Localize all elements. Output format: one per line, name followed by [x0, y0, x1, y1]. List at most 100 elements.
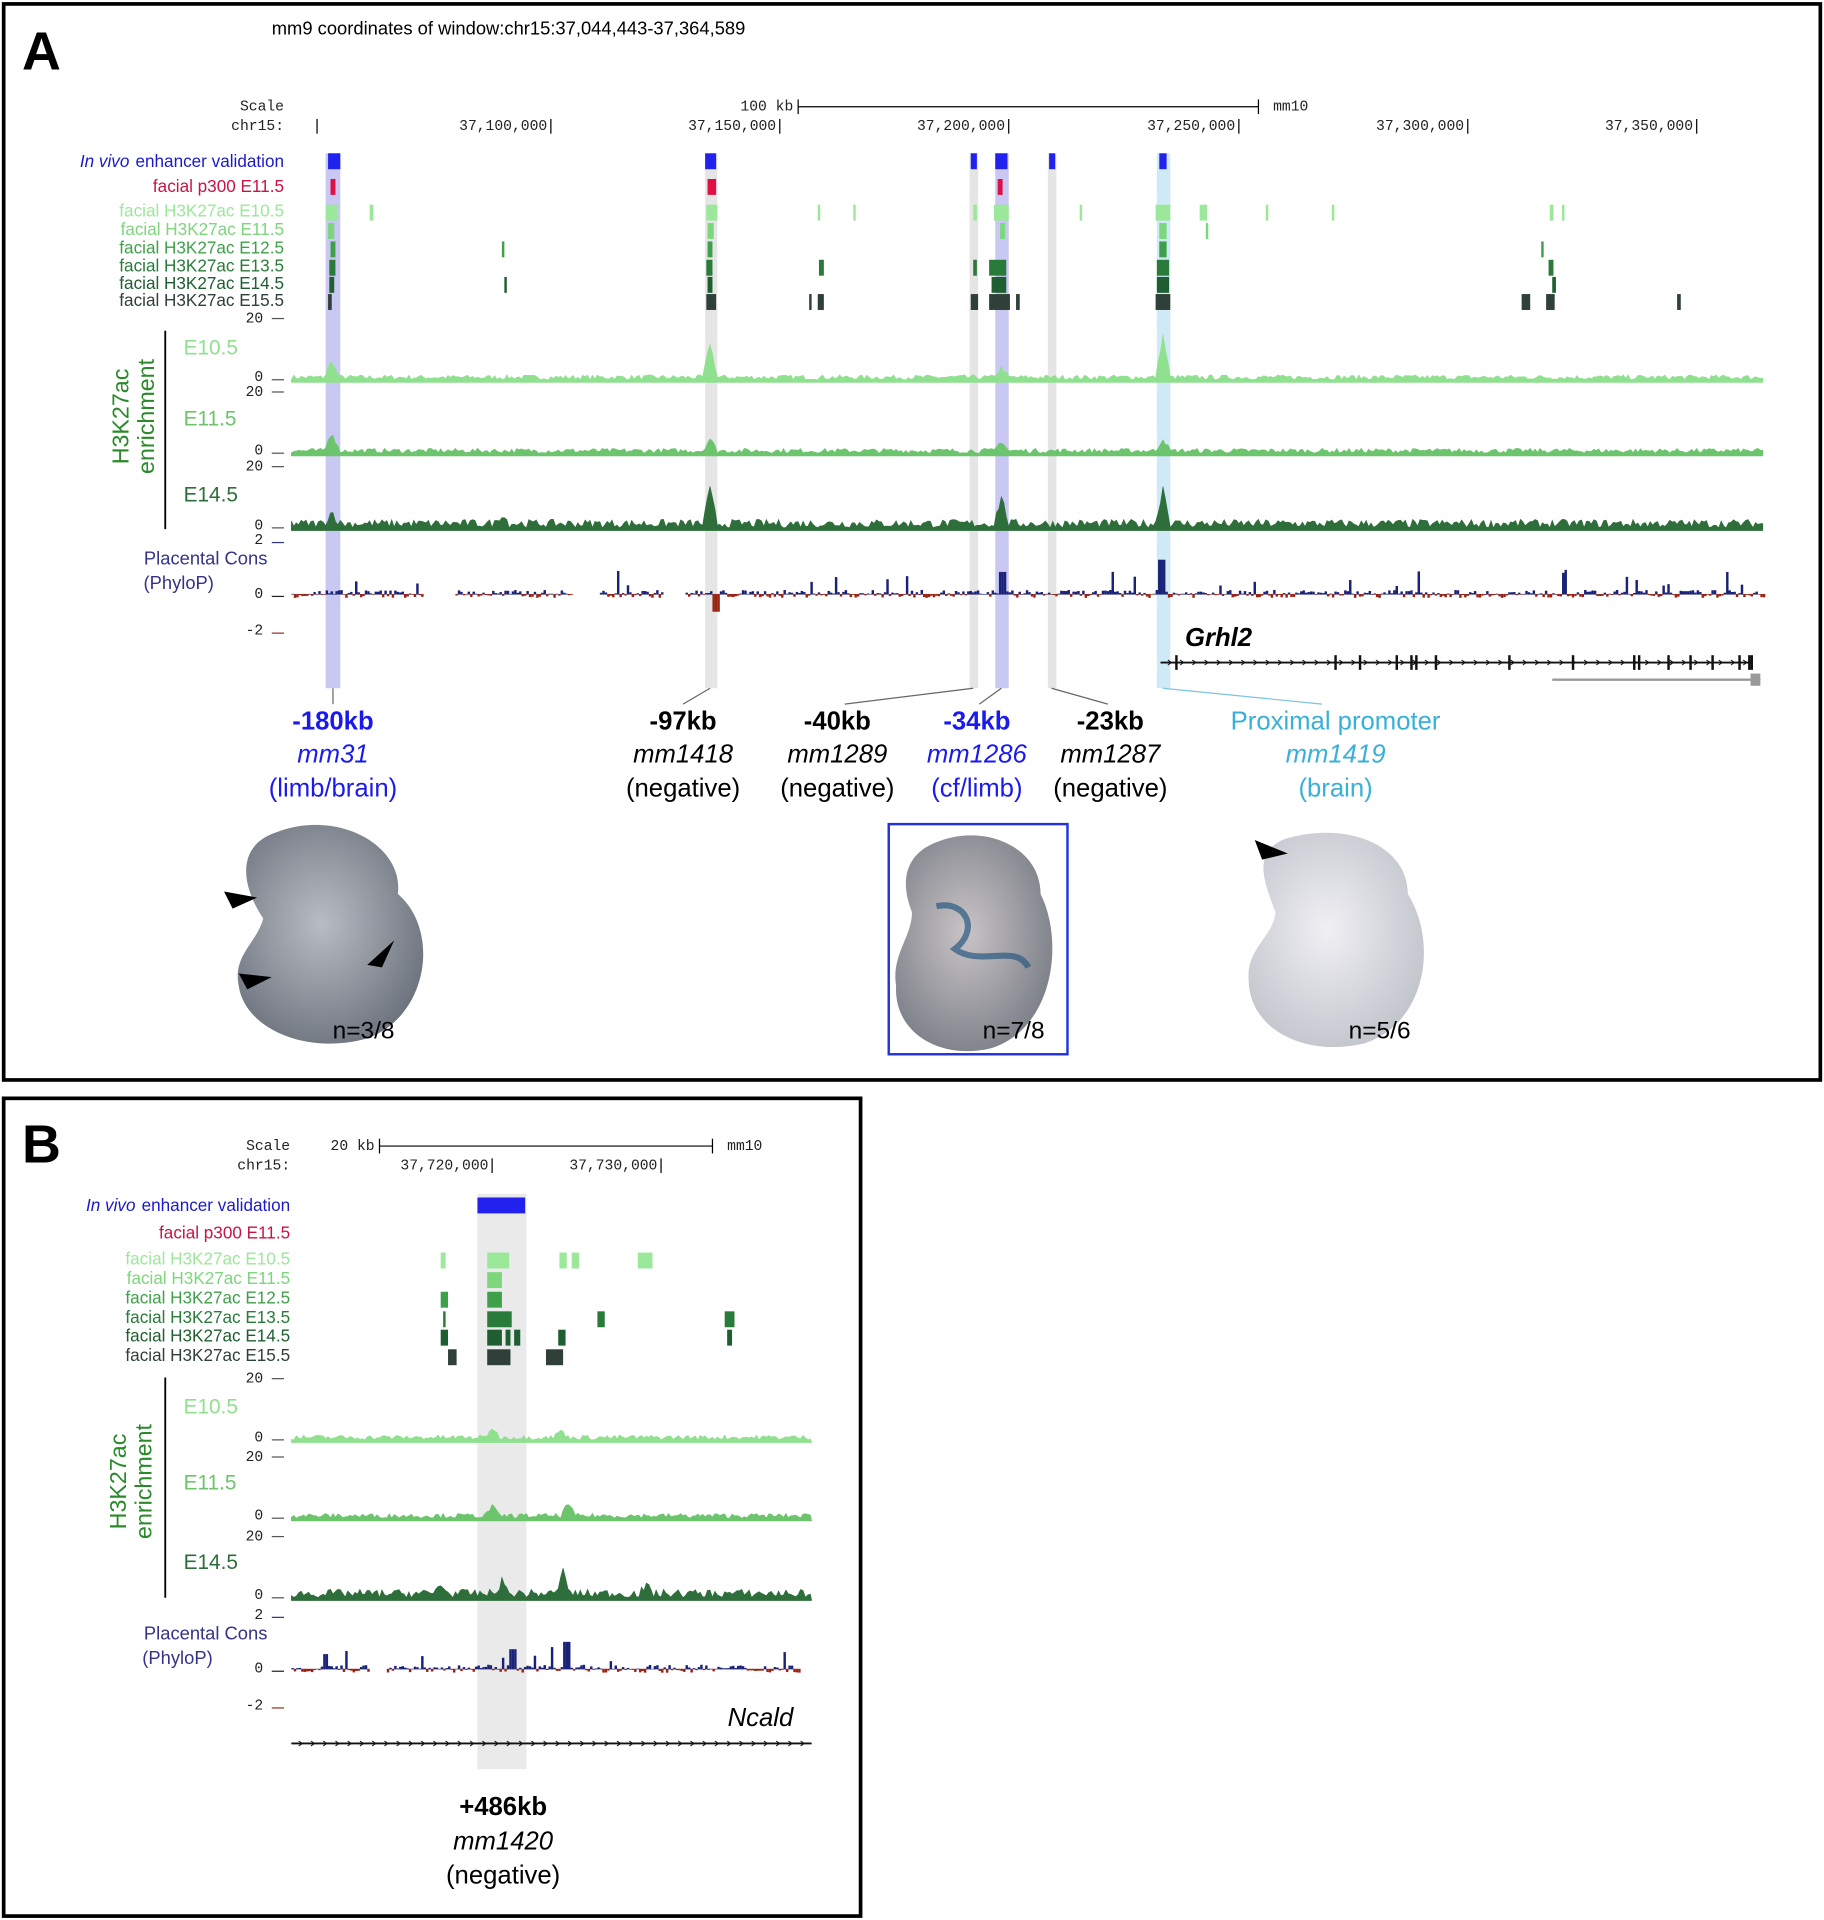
cons-bar	[1393, 590, 1396, 595]
cons-bar	[766, 593, 769, 597]
strand-arrow	[1387, 659, 1393, 666]
cons-bar	[736, 1665, 740, 1670]
cons-bar	[519, 1667, 522, 1670]
stage-label: E14.5	[184, 484, 238, 507]
cons-bar	[668, 1665, 671, 1670]
strand-arrow	[702, 1740, 708, 1747]
element-result: (negative)	[626, 775, 740, 803]
embryo	[237, 824, 424, 1044]
cons-bar	[744, 590, 747, 595]
cons-bar	[807, 593, 811, 596]
cons-bar	[614, 1665, 617, 1670]
cons-bar	[1287, 592, 1291, 595]
h3k27ac-peak	[1079, 204, 1083, 221]
cons-bar	[1508, 592, 1511, 595]
h3k27ac-peak	[724, 1311, 735, 1328]
cons-bar	[1417, 571, 1421, 595]
h3k27ac-peak	[989, 294, 1010, 310]
cons-bar	[528, 1666, 532, 1670]
cons-bar	[616, 570, 620, 595]
cons-bar	[323, 1654, 326, 1670]
cons-bar	[1503, 593, 1506, 598]
cons-bar	[1319, 592, 1323, 595]
strand-arrow	[555, 1740, 561, 1747]
cons-bar	[1706, 593, 1709, 595]
cons-bar	[778, 1668, 782, 1671]
cons-bar	[1576, 592, 1580, 595]
cons-bar	[1202, 592, 1205, 595]
strand-arrow	[1645, 659, 1650, 666]
cons-bar	[971, 592, 975, 595]
cons-bar	[1160, 559, 1163, 595]
element-result: (negative)	[1053, 775, 1167, 803]
cons-bar	[416, 1667, 419, 1670]
h3k27ac-peak	[706, 204, 718, 221]
cons-bar	[536, 593, 539, 598]
h3k27ac-peak	[970, 294, 979, 310]
cons-bar	[521, 1668, 524, 1673]
cons-bar	[1598, 593, 1602, 597]
cons-bar	[1062, 590, 1066, 595]
cons-bar	[751, 1668, 755, 1671]
cons-bar	[910, 590, 914, 595]
cons-bar	[389, 1667, 392, 1670]
strand-arrow	[1498, 659, 1503, 666]
cons-bar	[685, 1665, 688, 1670]
cons-bar	[695, 1668, 698, 1671]
h3k27ac-peak	[1265, 204, 1269, 221]
cons-bar	[560, 1667, 564, 1670]
cons-bar	[1133, 576, 1137, 595]
cons-bar	[624, 1668, 627, 1670]
cons-bar	[1606, 593, 1609, 597]
strand-arrow	[1204, 659, 1210, 666]
cons-bar	[1341, 593, 1345, 596]
cons-bar	[460, 1668, 463, 1672]
cons-bar	[1515, 593, 1518, 596]
cons-bar	[1023, 593, 1026, 595]
cons-bar	[1375, 593, 1379, 598]
cons-bar	[1358, 593, 1362, 597]
h3k27ac-peak	[989, 259, 1007, 276]
cons-bar	[391, 1668, 395, 1671]
cons-bar	[1402, 593, 1406, 598]
cons-bar	[1224, 593, 1227, 595]
h3k27ac-peak	[1159, 223, 1167, 239]
cons-bar	[1312, 591, 1315, 595]
cons-bar	[391, 593, 395, 598]
cons-bar	[648, 593, 652, 597]
cons-bar	[1525, 590, 1528, 595]
cons-bar	[1481, 593, 1484, 596]
cons-bar	[1243, 591, 1247, 595]
h3k27ac-peak	[991, 276, 1007, 293]
signal-area	[291, 1503, 812, 1521]
cons-bar	[903, 593, 906, 595]
cons-bar	[570, 593, 573, 595]
chrom-label: chr15:	[231, 119, 284, 135]
cons-bar	[739, 593, 742, 595]
cons-bar	[751, 591, 755, 595]
cons-bar	[1549, 593, 1553, 598]
cons-bar	[1020, 593, 1024, 595]
cons-bar	[1322, 593, 1325, 595]
h3k27ac-peak	[994, 204, 1009, 221]
scale-bar-label: 20 kb	[331, 1139, 375, 1155]
cons-bar	[1226, 591, 1230, 595]
cons-bar	[568, 1641, 571, 1670]
cons-bar	[661, 592, 664, 595]
cons-bar	[401, 1666, 404, 1670]
cons-bar	[744, 1667, 747, 1670]
cons-bar	[455, 1668, 458, 1670]
strand-arrow	[751, 1740, 757, 1747]
track-label: facial H3K27ac E12.5	[119, 237, 284, 257]
cons-bar	[1273, 589, 1276, 595]
cons-bar	[707, 1668, 711, 1670]
embryo	[1248, 832, 1424, 1048]
cons-bar	[788, 592, 791, 595]
cons-bar	[533, 1655, 537, 1670]
cons-bar	[408, 593, 412, 595]
cons-bar	[1442, 593, 1445, 596]
cons-bar	[1542, 593, 1545, 598]
cons-bar	[1025, 590, 1029, 595]
cons-bar	[1189, 593, 1193, 595]
cons-bar	[1437, 593, 1440, 595]
